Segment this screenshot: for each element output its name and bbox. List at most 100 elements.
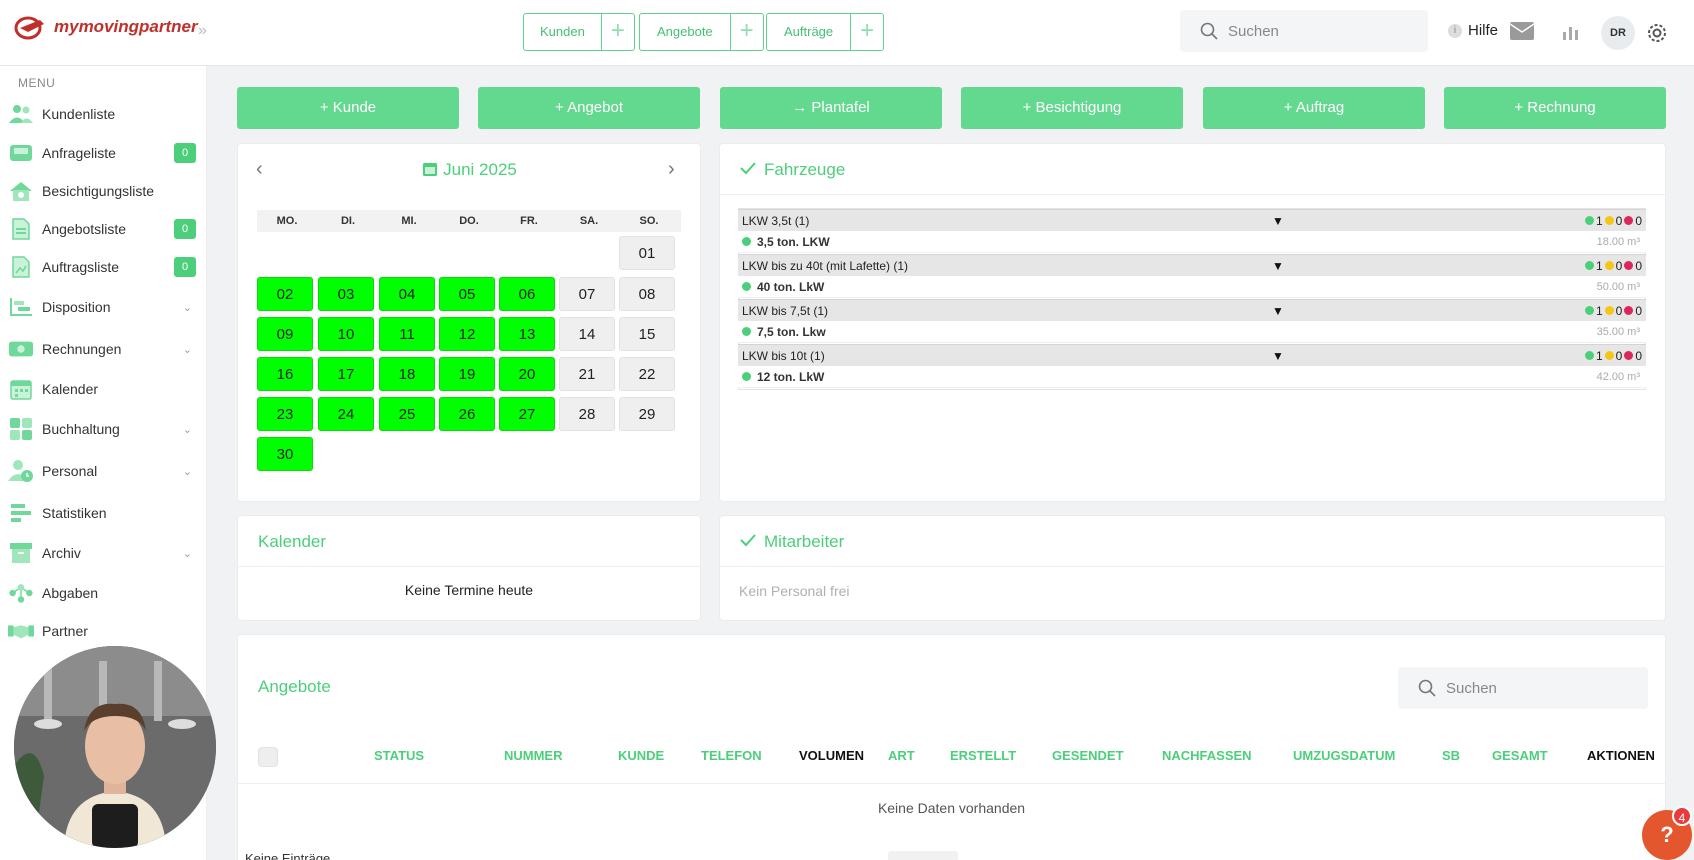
offers-search-input[interactable]: Suchen bbox=[1398, 667, 1648, 709]
help-link[interactable]: i Hilfe bbox=[1448, 22, 1498, 39]
vehicle-row[interactable]: 3,5 ton. LKW 18.00 m³ bbox=[738, 231, 1646, 253]
calendar-day[interactable]: 14 bbox=[559, 317, 615, 351]
plantafel-button[interactable]: → Plantafel bbox=[720, 87, 942, 129]
calendar-day[interactable]: 11 bbox=[379, 317, 435, 351]
vehicle-group-row[interactable]: LKW bis 7,5t (1) ▼ 1 0 0 bbox=[738, 299, 1646, 321]
calendar-day[interactable]: 21 bbox=[559, 357, 615, 391]
quick-angebote-add-icon[interactable]: + bbox=[739, 17, 754, 44]
column-header[interactable]: ERSTELLT bbox=[950, 748, 1017, 763]
sidebar-item-disposition[interactable]: Disposition ⌄ bbox=[8, 292, 200, 322]
triangle-down-icon[interactable]: ▼ bbox=[1272, 348, 1284, 363]
sidebar-item-rechnungen[interactable]: Rechnungen ⌄ bbox=[8, 334, 200, 364]
calendar-day[interactable]: 06 bbox=[499, 277, 555, 311]
sidebar-item-label: Besichtigungsliste bbox=[42, 183, 155, 199]
column-header[interactable]: SB bbox=[1442, 748, 1461, 763]
calendar-day[interactable]: 08 bbox=[619, 277, 675, 311]
column-header[interactable]: AKTIONEN bbox=[1587, 748, 1655, 763]
quick-auftraege-add-icon[interactable]: + bbox=[860, 17, 875, 44]
calendar-day[interactable]: 13 bbox=[499, 317, 555, 351]
search-icon bbox=[1418, 679, 1436, 697]
new-angebot-button[interactable]: + Angebot bbox=[478, 87, 700, 129]
vehicle-row[interactable]: 40 ton. LkW 50.00 m³ bbox=[738, 276, 1646, 298]
column-header[interactable]: GESENDET bbox=[1052, 748, 1124, 763]
chevron-left-icon[interactable]: ‹ bbox=[256, 158, 263, 180]
calendar-day[interactable]: 26 bbox=[439, 397, 495, 431]
sidebar-item-archiv[interactable]: Archiv ⌄ bbox=[8, 538, 200, 568]
logo[interactable]: mymovingpartner bbox=[14, 14, 198, 40]
sidebar-item-angebotsliste[interactable]: Angebotsliste 0 bbox=[8, 214, 200, 244]
calendar-day[interactable]: 04 bbox=[379, 277, 435, 311]
sidebar-item-buchhaltung[interactable]: Buchhaltung ⌄ bbox=[8, 414, 200, 444]
column-header[interactable]: UMZUGSDATUM bbox=[1293, 748, 1396, 763]
sidebar-item-abgaben[interactable]: Abgaben bbox=[8, 578, 200, 608]
gear-icon[interactable] bbox=[1645, 21, 1669, 45]
quick-kunden-button[interactable]: Kunden bbox=[524, 14, 602, 50]
calendar-day[interactable]: 02 bbox=[257, 277, 313, 311]
calendar-day[interactable]: 09 bbox=[257, 317, 313, 351]
weekday-header: MI. bbox=[401, 215, 417, 227]
column-header[interactable]: STATUS bbox=[374, 748, 425, 763]
sidebar-item-partner[interactable]: Partner bbox=[8, 616, 200, 646]
calendar-day[interactable]: 29 bbox=[619, 397, 675, 431]
column-header[interactable]: NUMMER bbox=[504, 748, 563, 763]
new-kunde-button[interactable]: + Kunde bbox=[237, 87, 459, 129]
quick-auftraege-button[interactable]: Aufträge bbox=[767, 14, 852, 50]
sidebar-item-auftragsliste[interactable]: Auftragsliste 0 bbox=[8, 252, 200, 282]
calendar-day[interactable]: 30 bbox=[257, 437, 313, 471]
calendar-day[interactable]: 05 bbox=[439, 277, 495, 311]
column-header[interactable]: ART bbox=[888, 748, 915, 763]
sidebar-item-statistiken[interactable]: Statistiken bbox=[8, 498, 200, 528]
sidebar-item-kundenliste[interactable]: Kundenliste bbox=[8, 99, 200, 129]
new-besichtigung-button[interactable]: + Besichtigung bbox=[961, 87, 1183, 129]
sidebar-item-personal[interactable]: Personal ⌄ bbox=[8, 456, 200, 486]
count-green: 1 bbox=[1595, 303, 1603, 318]
triangle-down-icon[interactable]: ▼ bbox=[1272, 258, 1284, 273]
top-search-input[interactable]: Suchen bbox=[1180, 10, 1428, 52]
pagination[interactable] bbox=[888, 851, 958, 860]
column-header[interactable]: NACHFASSEN bbox=[1162, 748, 1252, 763]
collapse-sidebar-icon[interactable]: » bbox=[198, 22, 207, 39]
quick-angebote-button[interactable]: Angebote bbox=[640, 14, 731, 50]
calendar-day[interactable]: 16 bbox=[257, 357, 313, 391]
new-auftrag-button[interactable]: + Auftrag bbox=[1203, 87, 1425, 129]
calendar-day[interactable]: 28 bbox=[559, 397, 615, 431]
statistics-icon[interactable] bbox=[1562, 24, 1580, 40]
vehicle-row[interactable]: 12 ton. LkW 42.00 m³ bbox=[738, 366, 1646, 388]
sidebar-item-anfrageliste[interactable]: Anfrageliste 0 bbox=[8, 138, 200, 168]
calendar-day[interactable]: 19 bbox=[439, 357, 495, 391]
calendar-day[interactable]: 24 bbox=[318, 397, 374, 431]
triangle-down-icon[interactable]: ▼ bbox=[1272, 213, 1284, 228]
triangle-down-icon[interactable]: ▼ bbox=[1272, 303, 1284, 318]
avatar[interactable]: DR bbox=[1601, 16, 1635, 50]
quick-kunden-add-icon[interactable]: + bbox=[610, 17, 625, 44]
employees-card: Mitarbeiter Kein Personal frei bbox=[719, 515, 1666, 621]
vehicle-row[interactable]: 7,5 ton. Lkw 35.00 m³ bbox=[738, 321, 1646, 343]
column-header[interactable]: KUNDE bbox=[618, 748, 665, 763]
calendar-day[interactable]: 03 bbox=[318, 277, 374, 311]
calendar-day[interactable]: 07 bbox=[559, 277, 615, 311]
calendar-day[interactable]: 20 bbox=[499, 357, 555, 391]
column-header[interactable]: GESAMT bbox=[1492, 748, 1548, 763]
sidebar-item-kalender[interactable]: Kalender bbox=[8, 374, 200, 404]
calendar-day[interactable]: 25 bbox=[379, 397, 435, 431]
calendar-day[interactable]: 12 bbox=[439, 317, 495, 351]
calendar-day[interactable]: 22 bbox=[619, 357, 675, 391]
select-all-checkbox[interactable] bbox=[258, 747, 278, 767]
vehicle-group-row[interactable]: LKW 3,5t (1) ▼ 1 0 0 bbox=[738, 209, 1646, 231]
calendar-day[interactable]: 23 bbox=[257, 397, 313, 431]
calendar-day[interactable]: 15 bbox=[619, 317, 675, 351]
calendar-day[interactable]: 18 bbox=[379, 357, 435, 391]
column-header[interactable]: TELEFON bbox=[701, 748, 762, 763]
checkmark-icon bbox=[740, 160, 756, 180]
mail-icon[interactable] bbox=[1510, 22, 1534, 40]
new-rechnung-button[interactable]: + Rechnung bbox=[1444, 87, 1666, 129]
column-header[interactable]: VOLUMEN bbox=[799, 748, 864, 763]
calendar-day[interactable]: 17 bbox=[318, 357, 374, 391]
sidebar-item-besichtigungsliste[interactable]: Besichtigungsliste bbox=[8, 176, 200, 206]
calendar-day[interactable]: 10 bbox=[318, 317, 374, 351]
calendar-day[interactable]: 27 bbox=[499, 397, 555, 431]
vehicle-group-row[interactable]: LKW bis 10t (1) ▼ 1 0 0 bbox=[738, 344, 1646, 366]
calendar-day[interactable]: 01 bbox=[619, 236, 675, 270]
chevron-right-icon[interactable]: › bbox=[668, 158, 675, 180]
vehicle-group-row[interactable]: LKW bis zu 40t (mit Lafette) (1) ▼ 1 0 0 bbox=[738, 254, 1646, 276]
